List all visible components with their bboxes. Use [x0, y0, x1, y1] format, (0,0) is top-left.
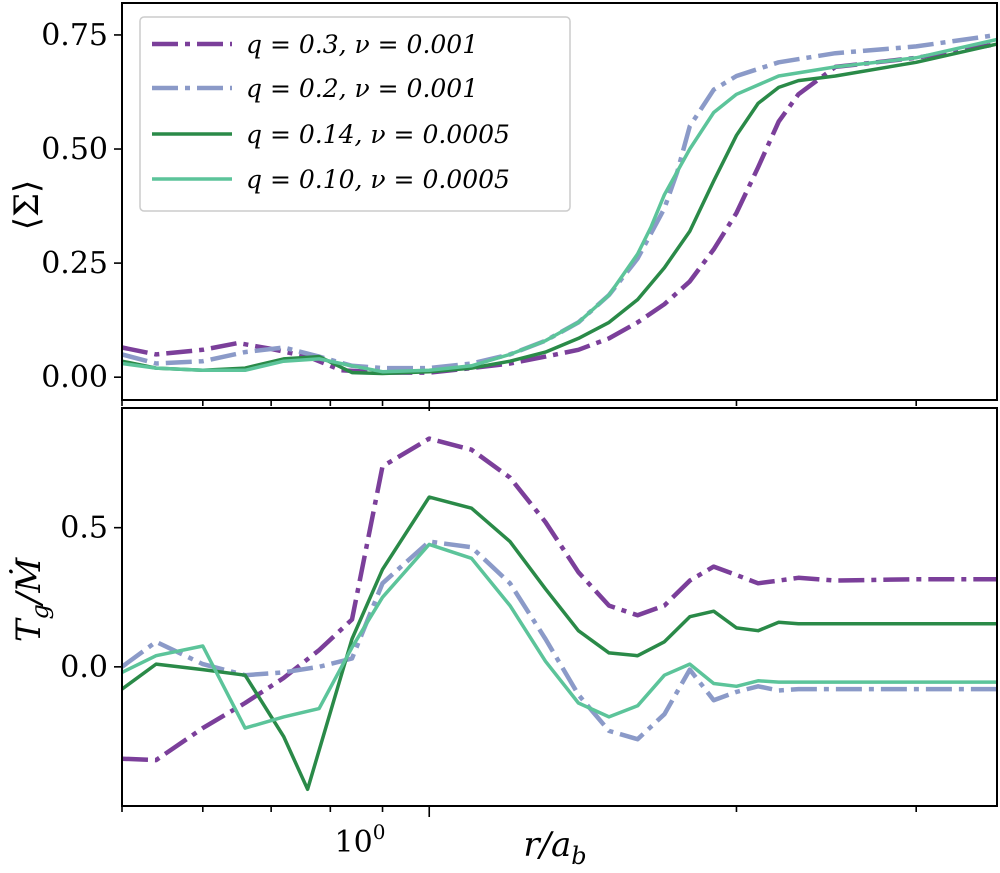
legend-box	[139, 16, 571, 212]
legend-label: q = 0.10, ν = 0.0005	[246, 165, 510, 194]
bottom-panel-frame	[121, 407, 998, 807]
y-tick-label: 0.0	[60, 650, 108, 685]
y-tick-label: 0.00	[41, 360, 108, 395]
bottom-panel: 0.0 0.5 100 r/ab Tg/Ṁ	[9, 407, 998, 870]
bottom-ticks: 0.0 0.5	[60, 511, 917, 817]
top-ticks: 0.00 0.25 0.50 0.75	[41, 18, 917, 411]
top-series-group	[121, 32, 998, 376]
y-tick-label: 0.50	[41, 132, 108, 167]
top-panel-frame	[121, 2, 998, 401]
series-line-top-3	[121, 37, 998, 374]
series-line-bottom-0	[121, 436, 997, 763]
series-line-top-2	[121, 42, 998, 376]
bottom-y-axis-label: Tg/Ṁ	[9, 557, 54, 643]
x-tick-label-major: 100	[335, 820, 386, 860]
top-y-axis-label: ⟨Σ⟩	[7, 180, 47, 231]
y-tick-label: 0.75	[41, 18, 108, 53]
legend-label: q = 0.14, ν = 0.0005	[246, 120, 510, 149]
bottom-series-group	[120, 436, 997, 792]
legend-label: q = 0.2, ν = 0.001	[246, 74, 478, 103]
legend-entries: q = 0.3, ν = 0.001 q = 0.2, ν = 0.001 q = …	[152, 30, 510, 194]
legend-label: q = 0.3, ν = 0.001	[246, 30, 478, 59]
y-tick-label: 0.25	[41, 246, 108, 281]
series-line-bottom-3	[121, 542, 997, 730]
legend: q = 0.3, ν = 0.001 q = 0.2, ν = 0.001 q = …	[139, 16, 571, 212]
series-line-bottom-2	[120, 495, 997, 792]
y-tick-label: 0.5	[60, 511, 108, 546]
x-axis-label: r/ab	[523, 825, 586, 870]
series-line-bottom-1	[120, 539, 997, 742]
